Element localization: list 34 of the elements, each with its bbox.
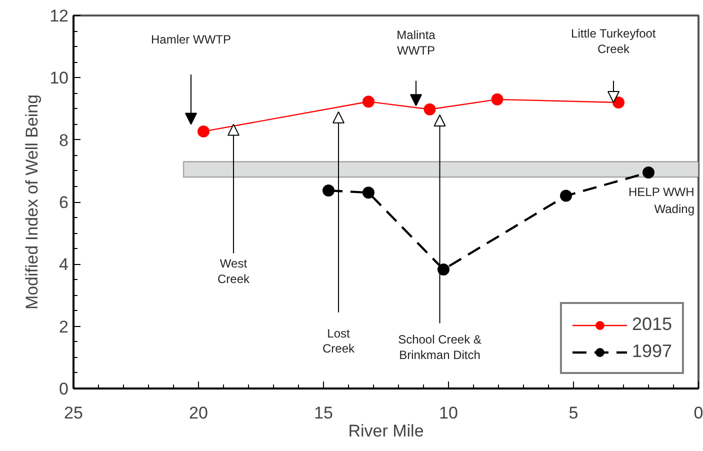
point xyxy=(438,263,450,276)
x-tick-label: 15 xyxy=(314,404,333,422)
legend-label: 2015 xyxy=(632,314,672,335)
x-tick-label: 20 xyxy=(189,404,208,422)
annotation: School Creek & Brinkman Ditch xyxy=(398,332,482,362)
y-axis-title: Modified Index of Well Being xyxy=(22,94,42,310)
x-tick-label: 25 xyxy=(64,404,83,422)
y-tick-label: 10 xyxy=(50,68,69,88)
point xyxy=(424,103,436,116)
x-tick-label: 0 xyxy=(694,404,703,422)
annotation: Little Turkeyfoot Creek xyxy=(571,26,656,56)
point xyxy=(198,125,210,138)
annotation: Malinta WWTP xyxy=(396,28,436,58)
annotation: Hamler WWTP xyxy=(151,32,232,47)
band-label: HELP WWH Wading xyxy=(628,185,695,216)
y-tick-label: 8 xyxy=(59,130,69,150)
x-tick-label: 5 xyxy=(568,404,578,422)
y-tick-label: 6 xyxy=(59,193,69,212)
y-tick-label: 2 xyxy=(59,317,69,336)
x-axis-title: River Mile xyxy=(348,422,424,440)
point xyxy=(560,190,572,202)
point xyxy=(612,96,624,109)
point xyxy=(362,96,374,108)
point xyxy=(322,184,334,196)
legend-label: 1997 xyxy=(632,341,672,362)
y-tick-label: 0 xyxy=(59,380,69,398)
annotation: West Creek xyxy=(217,256,251,286)
point xyxy=(642,166,654,178)
annotation: Lost Creek xyxy=(322,326,356,356)
y-tick-label: 12 xyxy=(50,6,69,26)
point xyxy=(491,93,504,106)
y-tick-label: 4 xyxy=(59,255,69,274)
x-tick-label: 10 xyxy=(439,404,458,422)
point xyxy=(362,186,374,199)
